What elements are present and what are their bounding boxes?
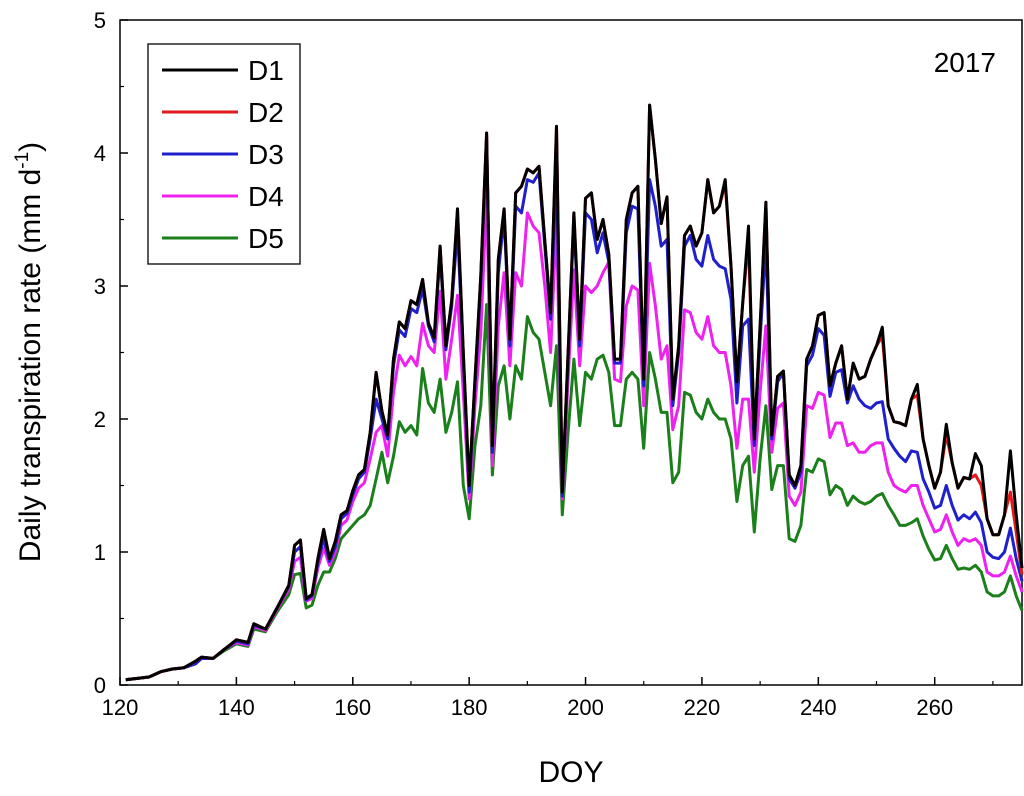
- x-tick-label: 140: [218, 695, 255, 720]
- x-tick-label: 220: [684, 695, 721, 720]
- y-tick-label: 3: [94, 274, 106, 299]
- x-tick-label: 200: [567, 695, 604, 720]
- x-axis-title: DOY: [538, 756, 603, 789]
- axis-ticks: 120 140 160 180 200 220 240 260 0 1 2 3 4 5: [94, 8, 994, 720]
- y-tick-label: 5: [94, 8, 106, 33]
- x-tick-label: 160: [334, 695, 371, 720]
- legend-items: D1 D2 D3 D4 D5: [162, 55, 284, 254]
- legend-label-d2: D2: [248, 97, 284, 128]
- x-tick-label: 120: [102, 695, 139, 720]
- y-tick-label: 2: [94, 407, 106, 432]
- y-tick-label: 4: [94, 141, 106, 166]
- x-tick-label: 180: [451, 695, 488, 720]
- y-axis-title-superscript: -1: [12, 152, 33, 169]
- legend-label-d1: D1: [248, 55, 284, 86]
- y-tick-label: 0: [94, 673, 106, 698]
- series-line-d1: [125, 103, 1024, 682]
- year-annotation: 2017: [934, 47, 996, 78]
- legend-label-d4: D4: [248, 181, 284, 212]
- y-axis-title-suffix: ): [14, 142, 47, 152]
- legend: D1 D2 D3 D4 D5: [147, 43, 301, 265]
- x-tick-label: 260: [916, 695, 953, 720]
- series-layer: [125, 103, 1024, 682]
- legend-label-d3: D3: [248, 139, 284, 170]
- y-axis-title-main: Daily transpiration rate (mm d: [14, 169, 47, 562]
- legend-label-d5: D5: [248, 223, 284, 254]
- x-tick-label: 240: [800, 695, 837, 720]
- y-axis-title: Daily transpiration rate (mm d-1): [12, 142, 47, 562]
- y-tick-label: 1: [94, 540, 106, 565]
- series-line-d5: [125, 303, 1024, 682]
